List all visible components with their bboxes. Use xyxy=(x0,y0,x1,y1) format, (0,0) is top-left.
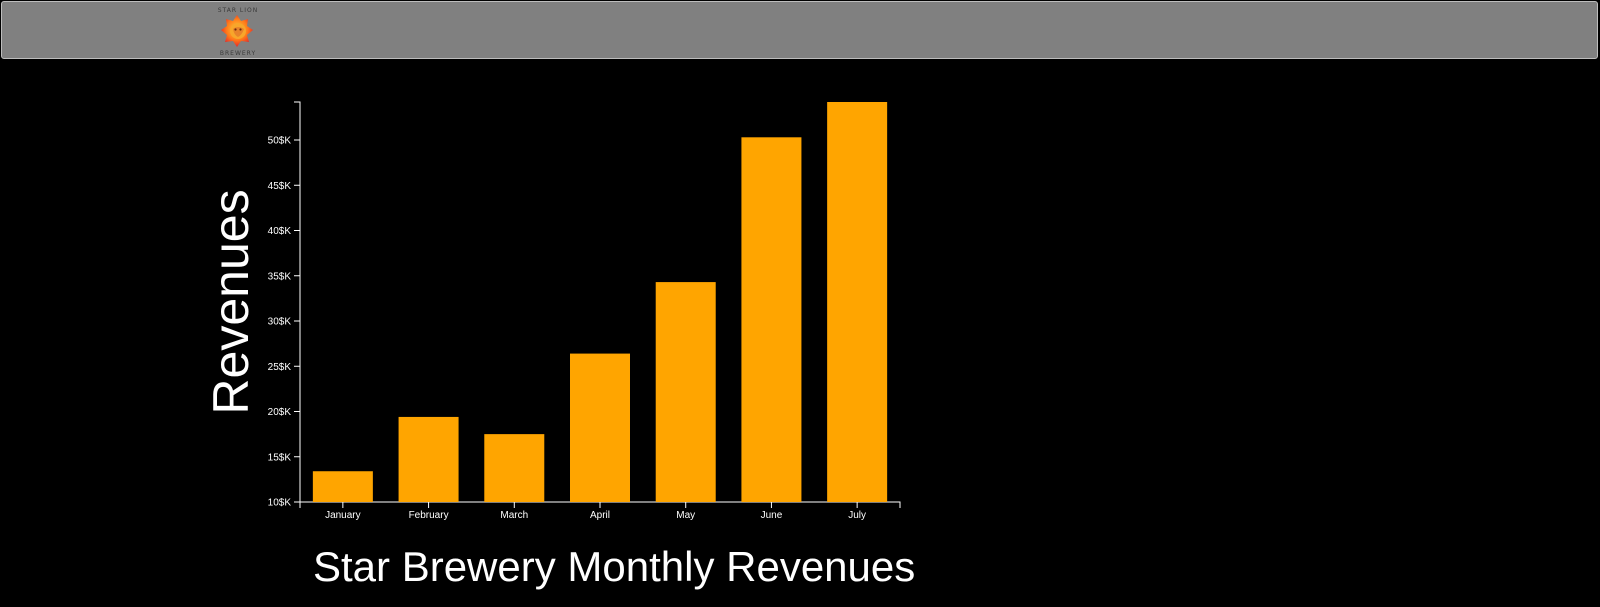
brewery-logo[interactable]: STAR LION BREWERY xyxy=(215,6,261,58)
bar-april[interactable] xyxy=(570,353,630,502)
y-tick-label: 25$K xyxy=(268,362,292,373)
y-tick-label: 30$K xyxy=(268,317,292,328)
bar-january[interactable] xyxy=(312,471,373,502)
x-tick-label: February xyxy=(409,510,449,521)
bar-may[interactable] xyxy=(655,282,716,502)
bar-march[interactable] xyxy=(484,434,545,502)
y-axis-line xyxy=(294,101,301,503)
x-tick-label: July xyxy=(848,510,866,521)
y-tick-label: 35$K xyxy=(268,271,292,282)
x-tick-label: June xyxy=(761,510,783,521)
bar-june[interactable] xyxy=(741,137,802,502)
y-tick-label: 20$K xyxy=(268,407,292,418)
bar-february[interactable] xyxy=(398,416,459,502)
y-tick-label: 15$K xyxy=(268,452,292,463)
y-axis-label: Revenues xyxy=(203,189,259,414)
y-tick-label: 40$K xyxy=(268,226,292,237)
y-tick-label: 45$K xyxy=(268,181,292,192)
x-tick-label: January xyxy=(325,510,361,521)
top-navbar: STAR LION BREWERY xyxy=(1,1,1598,59)
y-axis: 10$K 15$K 20$K 25$K 30$K 35$K 40$K 45$K 50$K xyxy=(268,101,301,509)
x-tick-label: April xyxy=(590,510,610,521)
bars-group xyxy=(312,102,888,502)
y-tick-label: 50$K xyxy=(268,136,292,147)
logo-text-bottom: BREWERY xyxy=(219,50,257,57)
y-tick-label: 10$K xyxy=(268,498,292,509)
x-axis: January February March April May June July xyxy=(299,501,901,521)
bar-july[interactable] xyxy=(827,102,888,502)
lion-head-icon xyxy=(221,15,253,47)
chart-title: Star Brewery Monthly Revenues xyxy=(313,543,916,590)
x-tick-label: March xyxy=(500,510,528,521)
logo-text-top: STAR LION xyxy=(217,7,259,14)
x-tick-label: May xyxy=(676,510,695,521)
